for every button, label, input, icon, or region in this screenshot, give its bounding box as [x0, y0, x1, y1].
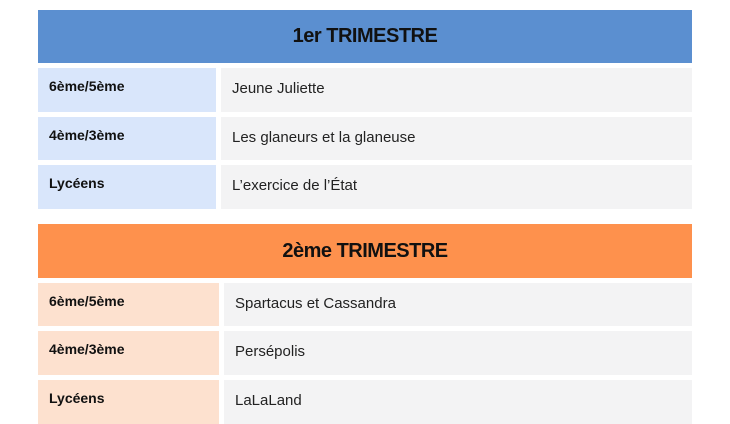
- film-title: Jeune Juliette: [221, 68, 692, 112]
- table-row: 4ème/3ème Persépolis: [38, 331, 692, 375]
- film-title: Les glaneurs et la glaneuse: [221, 117, 692, 160]
- table-row: Lycéens L’exercice de l’État: [38, 165, 692, 209]
- table-row: 4ème/3ème Les glaneurs et la glaneuse: [38, 117, 692, 160]
- film-title: Persépolis: [224, 331, 692, 375]
- film-title: L’exercice de l’État: [221, 165, 692, 209]
- table-row: Lycéens LaLaLand: [38, 380, 692, 424]
- table-row: 6ème/5ème Spartacus et Cassandra: [38, 283, 692, 326]
- film-title: LaLaLand: [224, 380, 692, 424]
- film-title: Spartacus et Cassandra: [224, 283, 692, 326]
- level-label: 4ème/3ème: [38, 117, 216, 160]
- level-label: Lycéens: [38, 380, 219, 424]
- level-label: Lycéens: [38, 165, 216, 209]
- level-label: 6ème/5ème: [38, 68, 216, 112]
- trimestre-2-header: 2ème TRIMESTRE: [38, 224, 692, 278]
- level-label: 4ème/3ème: [38, 331, 219, 375]
- level-label: 6ème/5ème: [38, 283, 219, 326]
- table-row: 6ème/5ème Jeune Juliette: [38, 68, 692, 112]
- trimestre-1-header: 1er TRIMESTRE: [38, 10, 692, 63]
